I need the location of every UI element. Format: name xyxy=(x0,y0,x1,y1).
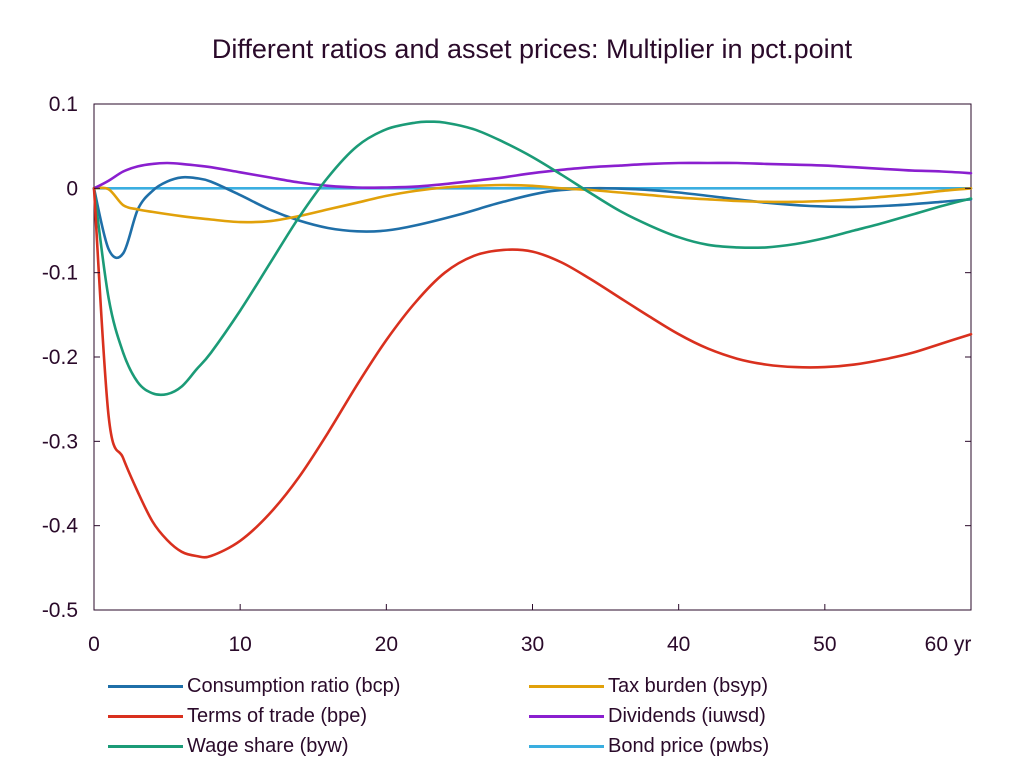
y-tick-label: -0.3 xyxy=(42,430,78,453)
axis-tick-labels: 0.1 0 -0.1 -0.2 -0.3 -0.4 -0.5 0 10 20 30 40 50 60 yr xyxy=(42,93,972,656)
x-tick-label: 50 xyxy=(813,633,836,656)
legend-label-terms-of-trade: Terms of trade (bpe) xyxy=(187,704,368,727)
legend-swatch-wage-share xyxy=(108,744,183,748)
legend-item-bond-price: Bond price (pwbs) xyxy=(529,732,769,760)
line-chart: 0.1 0 -0.1 -0.2 -0.3 -0.4 -0.5 0 10 20 30 40 50 60 yr xyxy=(42,93,973,656)
series-line-terms-of-trade xyxy=(92,187,973,559)
series-line-consumption-ratio xyxy=(92,175,973,260)
series-line-tax-burden xyxy=(92,183,973,224)
legend-item-wage-share: Wage share (byw) xyxy=(108,732,349,760)
x-tick-label: 0 xyxy=(88,633,100,656)
legend-item-dividends: Dividends (iuwsd) xyxy=(529,702,766,730)
series-layer xyxy=(92,120,973,559)
y-tick-label: 0 xyxy=(66,177,78,200)
y-tick-label: -0.5 xyxy=(42,599,78,622)
legend-swatch-tax-burden xyxy=(529,684,604,688)
legend-item-tax-burden: Tax burden (bsyp) xyxy=(529,672,768,700)
y-tick-label: -0.1 xyxy=(42,262,78,285)
y-tick-label: 0.1 xyxy=(49,93,78,116)
legend-swatch-terms-of-trade xyxy=(108,714,183,718)
legend-label-dividends: Dividends (iuwsd) xyxy=(608,704,766,727)
x-tick-label: 40 xyxy=(667,633,690,656)
chart-title: Different ratios and asset prices: Multi… xyxy=(211,34,853,64)
legend-swatch-dividends xyxy=(529,714,604,718)
legend-label-consumption-ratio: Consumption ratio (bcp) xyxy=(187,674,401,697)
x-tick-label: 30 xyxy=(521,633,544,656)
legend-label-wage-share: Wage share (byw) xyxy=(187,734,349,757)
legend-item-consumption-ratio: Consumption ratio (bcp) xyxy=(108,672,400,700)
legend-swatch-consumption-ratio xyxy=(108,684,183,688)
y-tick-label: -0.2 xyxy=(42,346,78,369)
axis-ticks xyxy=(93,103,972,611)
x-tick-label: 60 yr xyxy=(925,633,972,656)
series-line-wage-share xyxy=(92,120,973,397)
plot-frame xyxy=(93,103,972,611)
plot-border xyxy=(93,103,972,611)
x-tick-label: 20 xyxy=(375,633,398,656)
legend-item-terms-of-trade: Terms of trade (bpe) xyxy=(108,702,367,730)
legend-label-bond-price: Bond price (pwbs) xyxy=(608,734,770,757)
legend-label-tax-burden: Tax burden (bsyp) xyxy=(608,674,769,697)
series-line-dividends xyxy=(92,161,973,190)
x-tick-label: 10 xyxy=(228,633,251,656)
y-tick-label: -0.4 xyxy=(42,515,79,538)
legend-swatch-bond-price xyxy=(529,744,604,748)
